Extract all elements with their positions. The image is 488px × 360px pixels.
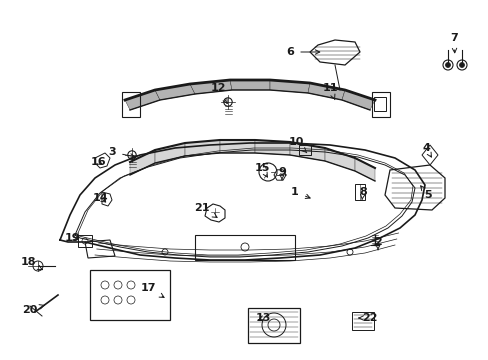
Text: 5: 5 bbox=[420, 186, 431, 200]
Text: 3: 3 bbox=[108, 147, 135, 158]
Text: 4: 4 bbox=[421, 143, 430, 157]
Text: 13: 13 bbox=[255, 313, 270, 323]
Circle shape bbox=[127, 151, 136, 159]
Polygon shape bbox=[325, 148, 354, 171]
Circle shape bbox=[459, 63, 464, 68]
Circle shape bbox=[456, 60, 466, 70]
Bar bbox=[354, 184, 364, 200]
Text: 1: 1 bbox=[290, 187, 309, 198]
Text: 12: 12 bbox=[210, 83, 227, 103]
Polygon shape bbox=[269, 80, 309, 93]
Text: 19: 19 bbox=[64, 233, 80, 243]
Polygon shape bbox=[254, 140, 289, 155]
Text: 22: 22 bbox=[358, 313, 377, 323]
Bar bbox=[195, 235, 294, 260]
Polygon shape bbox=[155, 143, 184, 163]
Text: 20: 20 bbox=[22, 305, 44, 315]
Polygon shape bbox=[130, 150, 155, 175]
Circle shape bbox=[224, 98, 232, 106]
Bar bbox=[371, 92, 389, 117]
Polygon shape bbox=[229, 80, 269, 90]
Text: 14: 14 bbox=[92, 193, 107, 203]
Text: 2: 2 bbox=[373, 237, 381, 250]
Bar bbox=[298, 145, 310, 155]
Polygon shape bbox=[421, 145, 437, 165]
Polygon shape bbox=[307, 83, 345, 100]
Bar bbox=[247, 308, 299, 343]
Text: 10: 10 bbox=[288, 137, 306, 153]
Circle shape bbox=[33, 261, 43, 271]
Polygon shape bbox=[289, 142, 325, 161]
Text: 17: 17 bbox=[140, 283, 164, 297]
Text: 18: 18 bbox=[20, 257, 42, 270]
Text: 6: 6 bbox=[285, 47, 319, 57]
Bar bbox=[78, 235, 92, 247]
Polygon shape bbox=[190, 80, 231, 94]
Circle shape bbox=[442, 60, 452, 70]
Bar bbox=[351, 312, 373, 330]
Text: 8: 8 bbox=[358, 187, 366, 200]
Circle shape bbox=[259, 163, 276, 181]
Polygon shape bbox=[125, 90, 160, 110]
Bar bbox=[373, 97, 385, 111]
Polygon shape bbox=[184, 140, 220, 156]
Text: 7: 7 bbox=[449, 33, 457, 53]
Bar bbox=[90, 270, 170, 320]
Circle shape bbox=[445, 63, 449, 68]
Text: 11: 11 bbox=[322, 83, 337, 100]
Text: 21: 21 bbox=[194, 203, 217, 217]
Text: 15: 15 bbox=[254, 163, 269, 177]
Polygon shape bbox=[341, 90, 374, 110]
Bar bbox=[122, 92, 140, 117]
Polygon shape bbox=[354, 158, 374, 181]
Text: 16: 16 bbox=[90, 157, 105, 167]
Polygon shape bbox=[220, 140, 254, 153]
Polygon shape bbox=[155, 84, 195, 100]
Text: 9: 9 bbox=[278, 167, 285, 180]
